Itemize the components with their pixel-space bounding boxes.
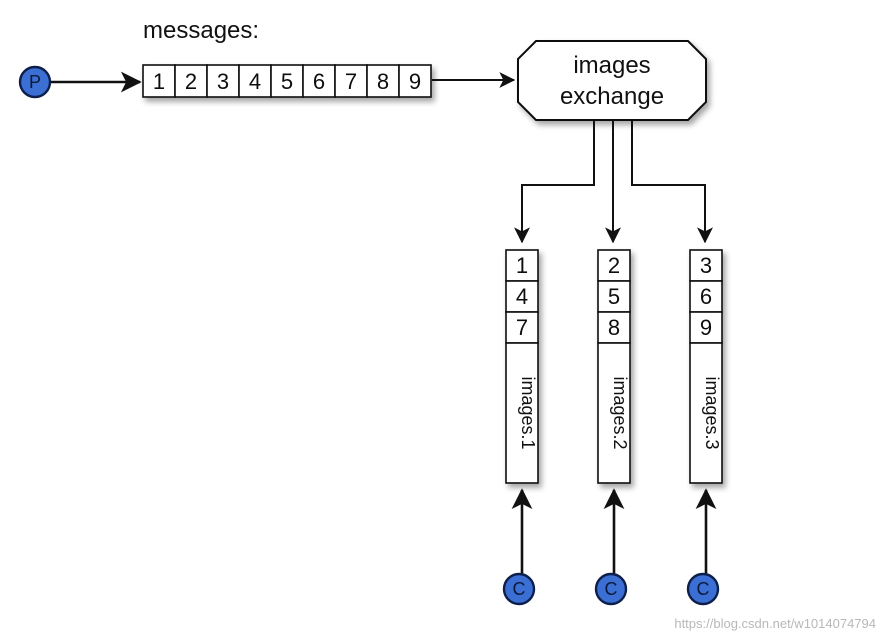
consumer-label: C (513, 579, 526, 599)
queue-name-label: images.2 (610, 376, 630, 449)
queue-message-label: 5 (608, 284, 620, 309)
message-cell-label: 3 (217, 69, 229, 94)
message-cell-label: 6 (313, 69, 325, 94)
message-cell-label: 4 (249, 69, 261, 94)
queue-message-cell (689, 249, 723, 282)
watermark: https://blog.csdn.net/w1014074794 (674, 616, 876, 631)
message-cell: 6 (302, 64, 336, 98)
message-cell-label: 8 (377, 69, 389, 94)
message-cell: 8 (366, 64, 400, 98)
message-cell-label: 1 (153, 69, 165, 94)
queue-message-label: 1 (516, 253, 528, 278)
queue-message-label: 2 (608, 253, 620, 278)
message-cell-label: 5 (281, 69, 293, 94)
messages-label: messages: (143, 17, 259, 44)
queue-name-box (505, 342, 539, 484)
queue-name-label: images.3 (702, 376, 722, 449)
images-exchange: images exchange (517, 40, 707, 121)
queue-message-cell (505, 280, 539, 313)
message-cell: 3 (206, 64, 240, 98)
message-cell-label: 7 (345, 69, 357, 94)
queue-message-cell (689, 311, 723, 344)
queue-1: 1 4 7 (505, 249, 539, 484)
queue-message-label: 3 (700, 253, 712, 278)
queue-message-cell (597, 280, 631, 313)
queue-message-label: 7 (516, 315, 528, 340)
queue-name-box (689, 342, 723, 484)
consumer-node: C (686, 572, 720, 606)
message-cell: 7 (334, 64, 368, 98)
exchange-label-line2: exchange (560, 83, 664, 110)
queue-message-label: 4 (516, 284, 528, 309)
message-cell-label: 2 (185, 69, 197, 94)
queue-message-label: 8 (608, 315, 620, 340)
route-line-1 (514, 121, 595, 244)
message-cell-label: 9 (409, 69, 421, 94)
queue-2: 2 5 8 (597, 249, 631, 484)
queue-message-label: 9 (700, 315, 712, 340)
message-cell: 4 (238, 64, 272, 98)
consumer-node: C (594, 572, 628, 606)
message-cell: 1 (142, 64, 176, 98)
consumer-label: C (605, 579, 618, 599)
queue-3: 3 6 9 (689, 249, 723, 484)
queue-group: 1 4 7 images.1 C 2 5 8 images.2 C 3 6 9 images.3 C (502, 249, 723, 606)
queue-message-cell (689, 280, 723, 313)
route-line-3 (631, 121, 713, 244)
exchange-label-line1: images (573, 52, 650, 79)
message-cell: 2 (174, 64, 208, 98)
queue-name-box (597, 342, 631, 484)
producer-node: P (18, 65, 52, 99)
message-cell: 9 (398, 64, 432, 98)
consumer-node: C (502, 572, 536, 606)
producer-label: P (29, 72, 41, 92)
message-cell: 5 (270, 64, 304, 98)
consumer-label: C (697, 579, 710, 599)
queue-name-label: images.1 (518, 376, 538, 449)
queue-message-cell (505, 249, 539, 282)
queue-message-label: 6 (700, 284, 712, 309)
queue-message-cell (597, 249, 631, 282)
